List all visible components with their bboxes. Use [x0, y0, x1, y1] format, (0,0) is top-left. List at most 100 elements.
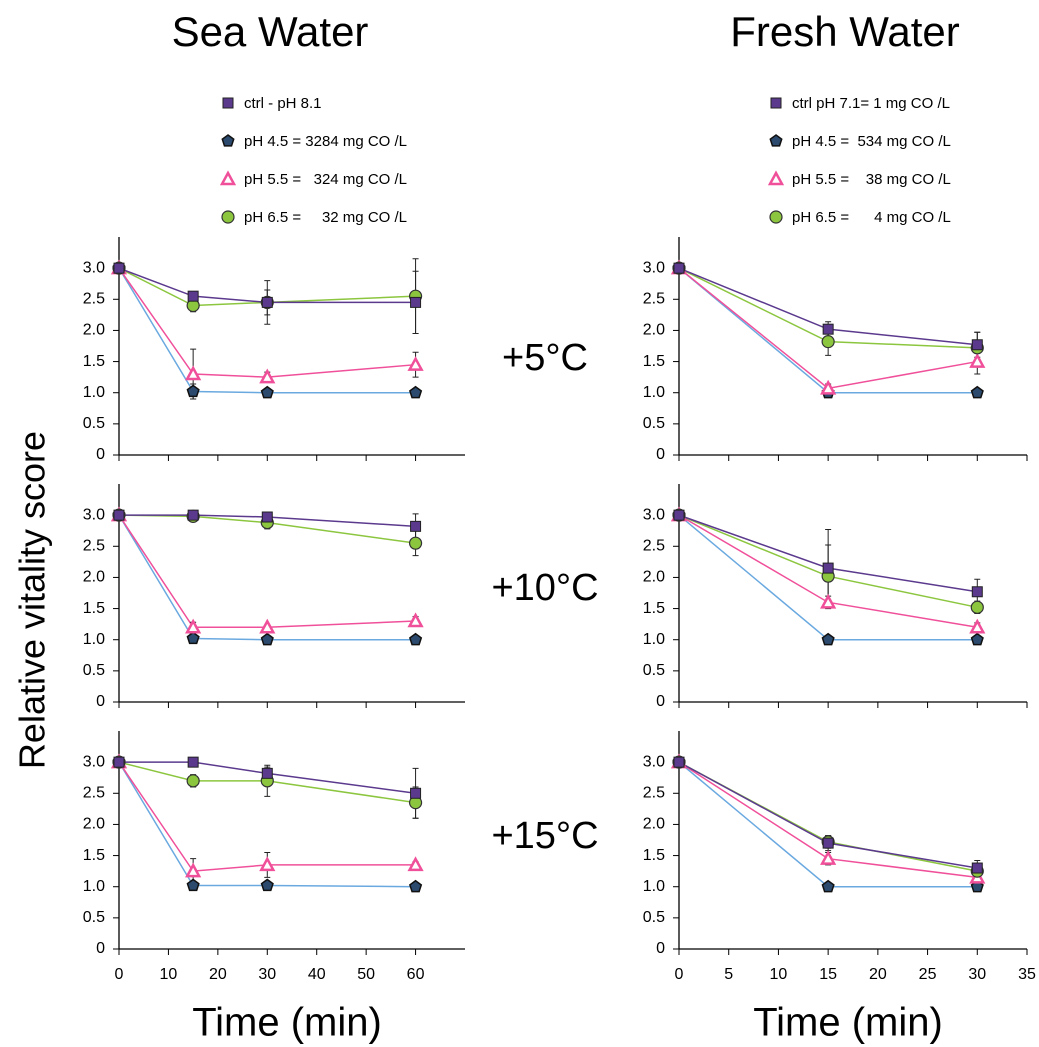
marker — [408, 879, 423, 893]
marker — [821, 632, 835, 646]
marker — [407, 356, 424, 371]
y-tick-label: 2.5 — [643, 785, 665, 802]
marker — [113, 509, 125, 521]
y-tick-label: 3.0 — [83, 506, 105, 523]
y-tick-label: 2.0 — [643, 816, 665, 833]
y-tick-label: 0 — [656, 693, 665, 710]
series-line — [118, 514, 416, 641]
marker — [822, 323, 834, 335]
marker — [186, 384, 200, 398]
y-tick-label: 0 — [96, 940, 105, 957]
y-tick-label: 2.0 — [83, 816, 105, 833]
y-tick-label: 0.5 — [643, 662, 665, 679]
marker — [186, 878, 200, 892]
marker — [408, 632, 423, 646]
marker — [769, 210, 783, 224]
marker — [969, 352, 986, 368]
marker — [407, 856, 424, 872]
marker — [221, 134, 235, 147]
y-tick-label: 2.5 — [643, 291, 665, 308]
x-tick-label: 30 — [258, 966, 276, 983]
y-tick-label: 3.0 — [643, 259, 665, 276]
marker — [410, 520, 422, 532]
y-tick-label: 0.5 — [643, 909, 665, 926]
marker — [971, 339, 983, 351]
x-tick-label: 20 — [869, 966, 887, 983]
legend-label: pH 5.5 = 38 mg CO /L — [792, 171, 951, 188]
series-line — [118, 267, 416, 307]
x-tick-label: 0 — [675, 966, 684, 983]
y-tick-label: 2.0 — [83, 569, 105, 586]
y-axis-label: Relative vitality score — [12, 431, 53, 769]
marker — [113, 756, 125, 768]
marker — [185, 618, 202, 634]
marker — [260, 385, 274, 399]
series-line — [118, 761, 416, 888]
marker — [261, 296, 273, 308]
legend-label: pH 6.5 = 4 mg CO /L — [792, 209, 951, 226]
marker — [769, 134, 783, 147]
y-tick-label: 0.5 — [83, 909, 105, 926]
y-tick-label: 2.5 — [83, 538, 105, 555]
marker — [407, 612, 424, 628]
x-tick-label: 10 — [770, 966, 788, 983]
y-tick-label: 1.5 — [643, 600, 665, 617]
series-line — [118, 761, 416, 804]
legend-label: pH 6.5 = 32 mg CO /L — [244, 209, 407, 226]
x-tick-label: 60 — [407, 966, 425, 983]
legend-label: ctrl pH 7.1= 1 mg CO /L — [792, 95, 950, 112]
y-tick-label: 0 — [96, 446, 105, 463]
y-tick-label: 0 — [656, 940, 665, 957]
marker — [820, 850, 837, 865]
marker — [673, 262, 685, 274]
marker — [767, 170, 785, 186]
marker — [221, 210, 235, 224]
y-tick-label: 0.5 — [643, 415, 665, 432]
marker — [770, 97, 782, 109]
marker — [259, 618, 276, 634]
marker — [260, 632, 274, 646]
marker — [822, 837, 834, 849]
legend-label: pH 4.5 = 3284 mg CO /L — [244, 133, 407, 150]
marker — [185, 862, 202, 878]
marker — [259, 856, 276, 872]
chart-title: Sea Water — [172, 8, 369, 55]
x-tick-label: 5 — [724, 966, 733, 983]
marker — [113, 262, 125, 274]
marker — [410, 296, 422, 308]
y-tick-label: 2.0 — [83, 322, 105, 339]
panel-label: +5°C — [502, 337, 588, 379]
y-tick-label: 3.0 — [83, 259, 105, 276]
marker — [261, 767, 273, 779]
y-tick-label: 3.0 — [83, 753, 105, 770]
legend-label: pH 5.5 = 324 mg CO /L — [244, 171, 407, 188]
y-tick-label: 2.0 — [643, 322, 665, 339]
y-tick-label: 0 — [96, 693, 105, 710]
marker — [259, 368, 276, 384]
marker — [822, 562, 834, 574]
panel-label: +15°C — [491, 815, 598, 857]
marker — [821, 335, 835, 349]
series-line — [118, 761, 416, 872]
marker — [969, 618, 986, 634]
marker — [970, 632, 984, 646]
series-line — [118, 267, 416, 304]
x-tick-label: 35 — [1018, 966, 1036, 983]
series-line — [119, 514, 416, 528]
y-tick-label: 0.5 — [83, 662, 105, 679]
legend-label: pH 4.5 = 534 mg CO /L — [792, 133, 951, 150]
marker — [821, 879, 835, 893]
chart-title: Fresh Water — [730, 8, 959, 55]
y-tick-label: 1.5 — [83, 847, 105, 864]
marker — [260, 878, 274, 892]
x-tick-label: 10 — [160, 966, 178, 983]
marker — [185, 365, 202, 381]
y-tick-label: 1.5 — [83, 353, 105, 370]
y-tick-label: 2.5 — [643, 538, 665, 555]
series-line — [118, 267, 416, 394]
panel-label: +10°C — [491, 567, 598, 609]
y-tick-label: 2.5 — [83, 785, 105, 802]
series-line — [678, 761, 978, 888]
y-tick-label: 3.0 — [643, 753, 665, 770]
